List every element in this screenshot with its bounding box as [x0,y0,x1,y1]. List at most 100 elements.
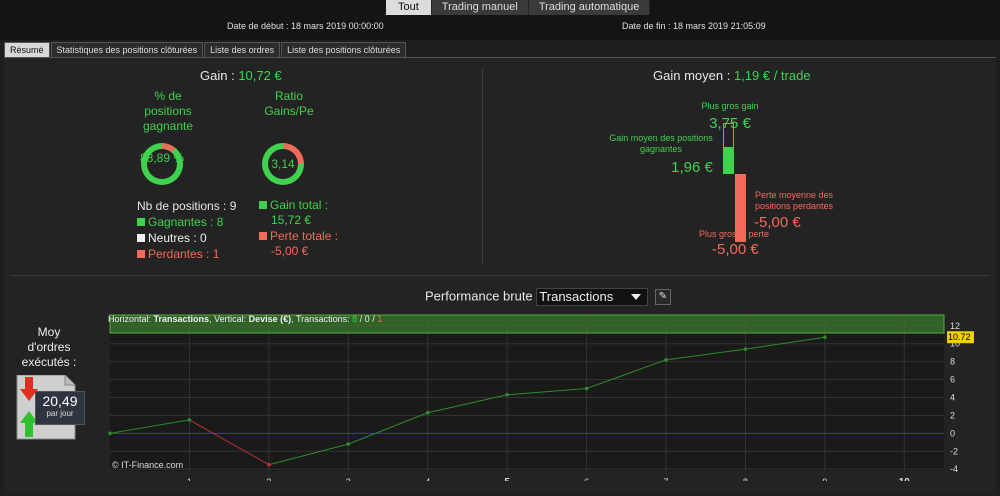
tab-trading-automatique[interactable]: Trading automatique [528,0,651,15]
summary-panel: Gain : 10,72 € % de positions gagnante 8… [4,57,996,495]
start-date: Date de début : 18 mars 2019 00:00:00 [227,21,384,31]
gain-label: Gain : [200,68,235,83]
chart-sep-2: / [369,314,378,324]
data-point [108,431,112,436]
red-square-icon [259,232,267,240]
loss-total-value: -5,00 € [271,244,309,258]
top-tabs: Tout Trading manuel Trading automatique [386,0,651,15]
donut-hole [268,149,298,179]
orders-value-box: 20,49 par jour [35,391,85,425]
chart-v-value: Devise (€) [248,314,292,324]
ratio-donut: 3,14 [262,143,304,185]
horizontal-divider [10,275,990,276]
performance-select[interactable]: Transactions [536,288,649,306]
avg-win-label: Gain moyen des positions gagnantes [596,133,726,155]
data-point [346,442,351,446]
performance-header: Performance brute Transactions ✎ [425,288,671,306]
tab-resume[interactable]: Résumé [4,42,50,58]
pct-winning-value: 88,89 % [139,151,185,165]
avg-loss-bar [735,174,746,242]
orders-widget: 20,49 par jour [15,374,85,443]
data-point [823,335,827,340]
positions-losing: Perdantes : 1 [137,246,236,262]
last-value-badge: 10.72 [947,331,974,344]
avg-win-label-line-2: gagnantes [639,144,683,154]
gain-value: 10,72 € [238,68,282,83]
max-loss-value: -5,00 € [712,241,759,258]
chart-h-value: Transactions [153,314,210,324]
positions-stats: Nb de positions : 9 Gagnantes : 8 Neutre… [137,198,236,262]
positions-neutral: Neutres : 0 [137,230,236,246]
orders-value: 20,49 [42,393,78,409]
chevron-down-icon [631,294,642,300]
series-segment [745,336,825,350]
max-loss-label: Plus grosse perte [699,229,770,239]
x-tick-label: 7 [663,477,668,481]
gain-summary: Gain : 10,72 € [200,68,282,83]
positions-winning-text: Gagnantes : 8 [148,215,224,229]
tab-tout[interactable]: Tout [386,0,432,15]
tab-liste-positions[interactable]: Liste des positions clôturées [281,42,407,58]
x-axis-ticks: 1 2 3 4 5 6 7 8 9 10 [187,477,910,481]
positions-neutral-text: Neutres : 0 [148,231,207,245]
chart-header-text: Horizontal: Transactions, Vertical: Devi… [108,314,382,324]
x-tick-label: 9 [822,477,827,481]
chart-h-label: Horizontal: [108,314,154,324]
data-point [267,462,271,467]
avg-gain-label: Gain moyen : [653,68,731,83]
y-tick-label: 8 [950,357,955,367]
loss-total: Perte totale : [259,229,338,244]
wrench-icon[interactable]: ✎ [654,289,671,305]
avg-win-label-line-1: Gain moyen des positions [609,133,713,143]
series-segment [507,388,587,396]
y-tick-label: 6 [950,375,955,385]
max-gain-bar [723,123,734,148]
watermark: © IT-Finance.com [112,460,183,470]
series-segment [189,419,270,466]
y-tick-label: 10 [950,339,960,349]
y-tick-label: -4 [950,464,958,474]
red-square-icon [137,250,145,258]
avg-gain-summary: Gain moyen : 1,19 € / trade [653,68,811,83]
data-point [743,347,748,351]
data-point [425,410,430,415]
x-tick-label: 8 [743,477,748,481]
x-tick-label: 2 [266,477,271,481]
series-segment [427,394,508,414]
ratio-value: 3,14 [271,157,295,171]
gain-total: Gain total : [259,198,338,213]
avg-loss-label: Perte moyenne des positions perdantes [755,190,865,212]
data-point [584,386,589,391]
chart-t-neutral: 0 [364,314,370,324]
series-segment [268,443,349,466]
tab-liste-ordres[interactable]: Liste des ordres [204,42,281,58]
last-value-label: 10.72 [948,332,971,342]
gain-total-value: 15,72 € [271,213,312,227]
orders-label-line-1: Moy [37,325,61,339]
x-tick-label: 5 [504,477,510,481]
chart-header-band [109,314,945,334]
gain-total-label: Gain total : [270,198,329,212]
tab-trading-manuel[interactable]: Trading manuel [431,0,529,15]
green-square-icon [137,218,145,226]
avg-gain-value: 1,19 € / trade [733,68,811,83]
orders-label: Moy d'ordres exécutés : [14,325,84,370]
vertical-divider [482,68,483,264]
positions-winning: Gagnantes : 8 [137,214,236,230]
series-segment [348,412,428,445]
chart-t-loss: 1 [377,314,383,324]
tab-statistiques[interactable]: Statistiques des positions clôturées [50,42,204,58]
data-point [187,418,192,422]
positions-losing-text: Perdantes : 1 [148,247,220,261]
max-gain-label: Plus gros gain [701,101,759,111]
y-tick-label: -2 [950,446,958,456]
pct-winning-label: % de positions gagnante [128,89,208,134]
avg-win-value: 1,96 € [671,159,713,176]
pct-winning-donut: 88,89 % [140,143,184,185]
y-tick-label: 12 [950,321,960,331]
totals: Gain total : 15,72 € Perte totale : -5,0… [259,198,338,259]
avg-win-bar [723,147,734,174]
performance-select-value: Transactions [539,289,614,304]
last-value-badge-bg [947,331,974,344]
